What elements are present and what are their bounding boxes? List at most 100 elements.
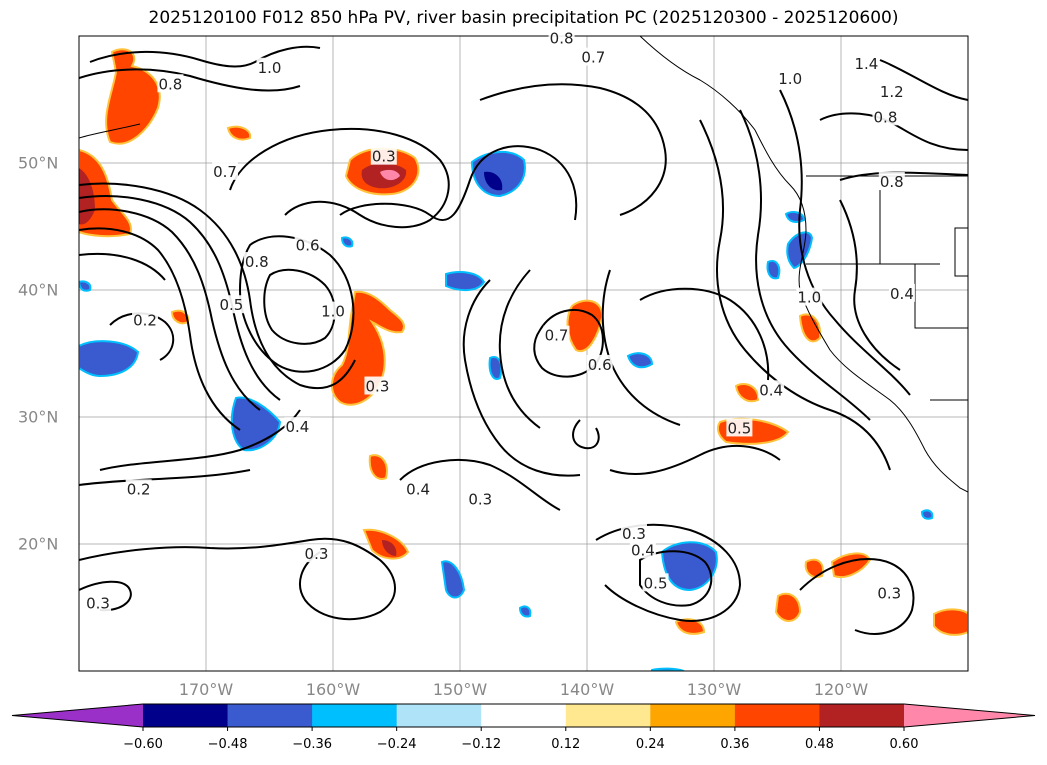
contour-label-background <box>777 69 804 88</box>
precip-anomaly-peak <box>380 169 400 181</box>
pv-contour <box>229 127 450 229</box>
contour-label: 0.6 <box>588 356 612 374</box>
contour-label: 0.7 <box>545 327 569 345</box>
pv-contour <box>699 119 891 471</box>
precip-anomaly-strong-negative <box>484 171 503 191</box>
precip-anomaly-negative <box>470 151 526 198</box>
precip-anomaly-positive <box>734 382 760 403</box>
latitude-label: 50°N <box>18 153 59 173</box>
colorbar-tick-label: −0.12 <box>461 737 502 752</box>
contour-label-background <box>876 583 903 602</box>
pv-contour <box>639 550 713 607</box>
precip-anomaly-positive <box>331 290 406 406</box>
colorbar-tick-label: 0.48 <box>804 737 834 752</box>
contour-label: 0.3 <box>622 525 646 543</box>
colorbar-extend-max <box>904 704 1035 727</box>
contour-label-background <box>853 53 880 72</box>
contour-label-background <box>872 107 899 126</box>
pv-contour <box>79 208 261 411</box>
pv-contour <box>595 523 742 622</box>
contour-label-background <box>580 47 607 66</box>
contour-label: 0.2 <box>133 311 157 329</box>
precip-anomaly-positive <box>105 48 161 145</box>
precip-anomaly-negative <box>518 605 532 618</box>
precip-anomaly-negative <box>445 271 486 292</box>
colorbar-tick-label: −0.48 <box>207 737 248 752</box>
contour-label: 0.2 <box>127 480 151 498</box>
colorbar-bin <box>396 704 482 727</box>
contour-label: 0.7 <box>213 163 237 181</box>
pv-contour <box>79 469 251 486</box>
contour-label-background <box>212 161 239 180</box>
pv-contour <box>839 199 901 371</box>
contour-label: 0.8 <box>880 173 904 191</box>
pv-contour <box>79 195 281 401</box>
contour-label-background <box>303 544 330 563</box>
contour-label-background <box>726 418 753 437</box>
pv-contour <box>89 45 321 68</box>
colorbar-tick-label: −0.36 <box>292 737 333 752</box>
contour-label: 0.4 <box>759 381 783 399</box>
contour-label-background <box>878 172 905 191</box>
precip-anomaly-negative <box>440 560 466 599</box>
pv-contour <box>79 182 356 390</box>
pv-contour <box>109 312 175 361</box>
pv-contour <box>879 59 968 101</box>
contour-label: 0.3 <box>366 378 390 396</box>
map-frame <box>78 35 969 672</box>
longitude-label: 150°W <box>432 680 488 699</box>
contour-label-background <box>157 74 184 93</box>
north-america-coastline <box>639 36 968 493</box>
contour-label: 0.4 <box>890 285 914 303</box>
pv-contour <box>79 252 166 281</box>
colorbar-bin <box>143 704 229 727</box>
colorbar-bin <box>565 704 651 727</box>
contour-label-background <box>629 540 656 559</box>
pv-contour <box>79 537 396 621</box>
contour-label: 0.8 <box>874 108 898 126</box>
contour-label: 1.0 <box>258 59 282 77</box>
precip-anomaly-positive <box>774 592 802 622</box>
pv-contour <box>799 558 915 635</box>
longitude-label: 160°W <box>305 680 361 699</box>
contour-label: 1.4 <box>854 55 878 73</box>
contour-label-background <box>543 325 570 344</box>
precip-anomaly-positive <box>674 618 706 635</box>
contour-label-background <box>218 295 245 314</box>
contour-label: 0.3 <box>468 491 492 509</box>
contour-label: 0.6 <box>296 237 320 255</box>
contour-label: 0.3 <box>86 595 110 613</box>
negative-precip-areas <box>79 151 934 671</box>
contour-label-background <box>642 573 669 592</box>
latitude-label: 30°N <box>18 407 59 427</box>
contour-label-background <box>256 57 283 76</box>
precip-anomaly-positive <box>226 125 252 141</box>
longitude-label: 130°W <box>686 680 742 699</box>
contour-label-background <box>878 81 905 100</box>
contour-label: 0.5 <box>644 574 668 592</box>
longitude-label: 120°W <box>813 680 869 699</box>
latitude-label: 20°N <box>18 534 59 554</box>
colorbar-tick-label: −0.24 <box>376 737 417 752</box>
figure-title: 2025120100 F012 850 hPa PV, river basin … <box>148 8 899 28</box>
contour-label-background <box>125 479 152 498</box>
contour-label-background <box>320 301 346 320</box>
precip-anomaly-negative <box>626 352 654 369</box>
contour-label: 0.3 <box>877 585 901 603</box>
precip-anomaly-positive <box>368 454 388 480</box>
contour-label-background <box>405 479 432 498</box>
contour-label: 0.8 <box>550 30 574 48</box>
longitude-label: 170°W <box>178 680 234 699</box>
contour-label: 0.4 <box>286 418 310 436</box>
contour-label: 0.5 <box>727 419 751 437</box>
contour-label-background <box>294 235 321 254</box>
colorbar-bin <box>650 704 736 727</box>
precip-anomaly-negative <box>79 280 92 292</box>
precip-anomaly-positive <box>804 558 824 578</box>
precip-anomaly-negative <box>340 236 354 248</box>
colorbar-tick-label: −0.60 <box>123 737 163 752</box>
contour-label-background <box>467 489 494 508</box>
coastlines <box>79 36 968 493</box>
pv-contour <box>263 268 336 345</box>
